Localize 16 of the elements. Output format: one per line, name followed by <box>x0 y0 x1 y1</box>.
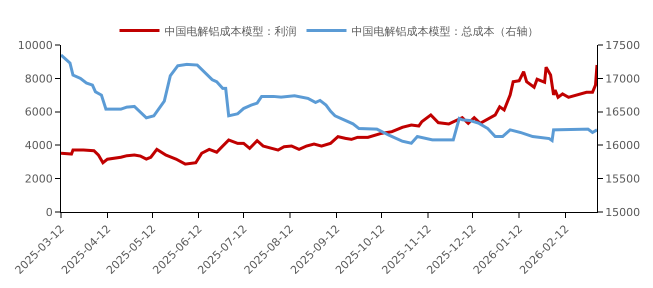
legend-label: 中国电解铝成本模型：利润 <box>164 24 296 38</box>
y-tick-label: 10000 <box>18 38 53 52</box>
y-tick-label: 8000 <box>24 72 53 86</box>
line-series <box>61 64 597 166</box>
line-series <box>61 54 597 145</box>
y2-tick-label: 17500 <box>605 38 640 52</box>
y-tick-label: 0 <box>46 206 53 219</box>
y2-tick-label: 17000 <box>605 72 640 86</box>
y-tick-label: 6000 <box>24 106 53 119</box>
y-tick-label: 2000 <box>24 172 53 186</box>
y2-tick-label: 15000 <box>605 206 640 219</box>
y2-tick-label: 16000 <box>605 139 640 152</box>
legend-label: 中国电解铝成本模型：总成本（右轴） <box>352 24 538 38</box>
y2-tick-label: 16500 <box>605 106 640 119</box>
y-tick-label: 4000 <box>24 139 53 152</box>
y2-tick-label: 15500 <box>605 172 640 186</box>
